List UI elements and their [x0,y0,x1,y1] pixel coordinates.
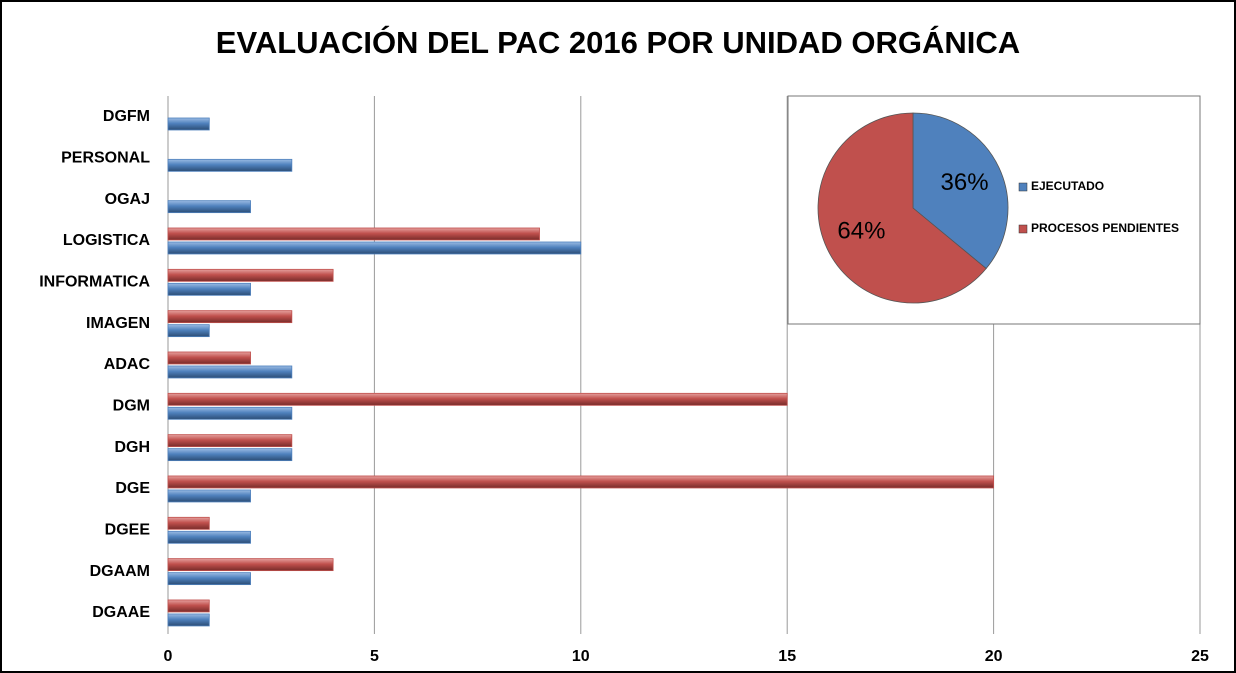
y-tick-label: DGAAE [92,604,150,621]
legend-swatch [1018,182,1028,192]
y-tick-label: DGFM [103,108,150,125]
x-tick-label: 5 [370,648,379,665]
bar [167,475,994,489]
y-tick-label: OGAJ [105,191,150,208]
bar [167,365,293,379]
bar [167,530,251,544]
bar [167,268,334,282]
bar [167,613,210,627]
bar [167,434,293,448]
slice-label: 64% [837,218,885,245]
legend-swatch [1018,224,1028,234]
y-tick-label: DGEE [105,522,151,539]
bar [167,406,293,420]
y-tick-label: DGM [113,398,150,415]
bar [167,241,582,255]
bar [167,448,293,462]
bar [167,158,293,172]
x-tick-label: 10 [572,648,590,665]
x-tick-label: 25 [1191,648,1209,665]
legend-label: PROCESOS PENDIENTES [1031,221,1179,235]
bar [167,392,788,406]
y-tick-label: DGAAM [90,563,150,580]
y-tick-label: LOGISTICA [63,232,151,249]
x-tick-label: 15 [778,648,796,665]
pie-slice [817,112,987,304]
bar [167,351,251,365]
bar [167,572,251,586]
bar [167,489,251,503]
y-tick-label: PERSONAL [61,150,150,167]
bar [167,282,251,296]
bar [167,227,540,241]
legend-label: EJECUTADO [1031,179,1104,193]
bar [167,558,334,572]
y-tick-label: DGE [115,480,150,497]
bar [167,324,210,338]
bar [167,516,210,530]
bar [167,310,293,324]
bar [167,200,251,214]
y-tick-label: IMAGEN [86,315,150,332]
slice-label: 36% [941,169,989,196]
bar [167,117,210,131]
y-tick-label: ADAC [104,356,151,373]
y-tick-label: DGH [114,439,150,456]
x-tick-label: 20 [985,648,1003,665]
x-tick-label: 0 [164,648,173,665]
pie-slice [912,112,1009,270]
y-tick-label: INFORMATICA [39,274,150,291]
chart-title: EVALUACIÓN DEL PAC 2016 POR UNIDAD ORGÁN… [216,24,1020,60]
bar [167,599,210,613]
